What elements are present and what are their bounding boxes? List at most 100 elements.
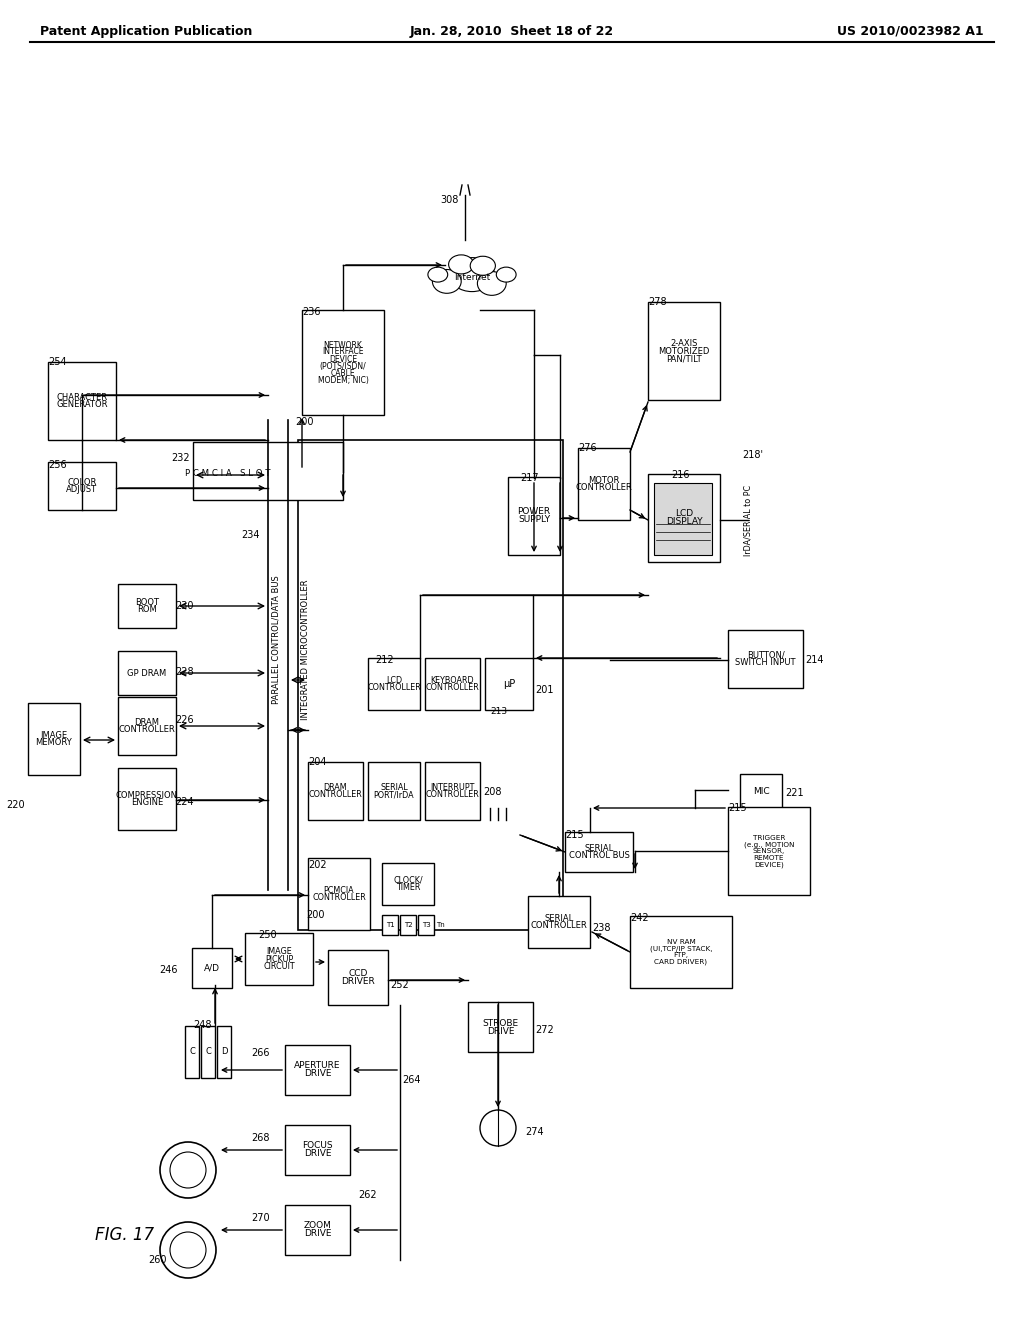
Text: (POTS/ISDN/: (POTS/ISDN/ [319,362,367,371]
Text: Internet: Internet [454,273,490,282]
Text: GENERATOR: GENERATOR [56,400,108,409]
Text: 208: 208 [483,787,502,797]
Text: CARD DRIVER): CARD DRIVER) [654,958,708,965]
Text: SERIAL: SERIAL [545,913,573,923]
Text: 234: 234 [242,531,260,540]
Text: 220: 220 [6,800,25,810]
FancyBboxPatch shape [285,1125,350,1175]
Text: STROBE: STROBE [482,1019,518,1027]
Text: INTERRUPT: INTERRUPT [430,783,475,792]
Text: TRIGGER: TRIGGER [753,834,785,841]
Text: IMAGE: IMAGE [40,731,68,739]
FancyBboxPatch shape [728,630,803,688]
Text: APERTURE: APERTURE [294,1061,341,1071]
Text: 260: 260 [148,1255,167,1265]
Text: MIC: MIC [753,787,769,796]
Text: CONTROLLER: CONTROLLER [312,894,366,902]
Text: 264: 264 [402,1074,421,1085]
Text: 230: 230 [175,601,194,611]
Text: 266: 266 [252,1048,270,1059]
Text: US 2010/0023982 A1: US 2010/0023982 A1 [838,25,984,38]
FancyBboxPatch shape [302,310,384,414]
Text: PICKUP: PICKUP [265,954,293,964]
Text: 200: 200 [306,909,325,920]
FancyBboxPatch shape [630,916,732,987]
FancyBboxPatch shape [565,832,633,873]
Text: 228: 228 [175,667,194,677]
Text: SWITCH INPUT: SWITCH INPUT [735,659,796,667]
Text: DEVICE): DEVICE) [754,861,784,867]
FancyBboxPatch shape [654,483,712,554]
FancyBboxPatch shape [118,768,176,830]
FancyBboxPatch shape [485,657,534,710]
Text: (e.g., MOTION: (e.g., MOTION [743,841,795,847]
FancyBboxPatch shape [425,657,480,710]
FancyBboxPatch shape [425,762,480,820]
FancyBboxPatch shape [185,1026,199,1078]
Text: 262: 262 [358,1191,377,1200]
FancyBboxPatch shape [28,704,80,775]
Text: CONTROL BUS: CONTROL BUS [568,851,630,861]
Text: 204: 204 [308,756,327,767]
Text: CIRCUIT: CIRCUIT [263,962,295,970]
Text: PARALLEL CONTROL/DATA BUS: PARALLEL CONTROL/DATA BUS [271,576,281,705]
Text: BOOT: BOOT [135,598,159,607]
FancyBboxPatch shape [648,302,720,400]
FancyBboxPatch shape [285,1045,350,1096]
Text: 272: 272 [535,1026,554,1035]
Text: Patent Application Publication: Patent Application Publication [40,25,252,38]
Text: CONTROLLER: CONTROLLER [308,791,362,799]
Text: SERIAL: SERIAL [585,843,613,853]
Text: DRIVER: DRIVER [341,977,375,986]
Text: T1: T1 [386,921,394,928]
Text: 202: 202 [308,861,327,870]
FancyBboxPatch shape [648,474,720,562]
Ellipse shape [470,256,496,276]
FancyBboxPatch shape [118,583,176,628]
Text: SENSOR,: SENSOR, [753,847,785,854]
Text: DRAM: DRAM [324,783,347,792]
Text: 217: 217 [520,473,540,483]
Text: DISPLAY: DISPLAY [666,517,702,527]
Text: ENGINE: ENGINE [131,799,163,808]
Text: 246: 246 [160,965,178,975]
Text: 250: 250 [259,931,278,940]
FancyBboxPatch shape [298,440,563,931]
Text: 214: 214 [805,655,823,665]
FancyBboxPatch shape [118,697,176,755]
Text: DRIVE: DRIVE [486,1027,514,1035]
FancyBboxPatch shape [328,950,388,1005]
Text: ROM: ROM [137,606,157,614]
Text: 215: 215 [728,803,746,813]
Text: 308: 308 [440,195,459,205]
Text: LCD: LCD [386,676,402,685]
Text: 252: 252 [390,979,409,990]
Text: 221: 221 [785,788,804,799]
FancyBboxPatch shape [48,362,116,440]
FancyBboxPatch shape [382,863,434,906]
Text: 224: 224 [175,797,194,807]
Text: PORT/IrDA: PORT/IrDA [374,791,415,799]
Text: CHARACTER: CHARACTER [56,393,108,401]
Text: CONTROLLER: CONTROLLER [368,684,421,692]
Text: A/D: A/D [204,964,220,973]
Text: MOTOR: MOTOR [589,475,620,484]
Text: CONTROLLER: CONTROLLER [426,684,479,692]
FancyBboxPatch shape [308,858,370,931]
Ellipse shape [477,272,506,296]
Text: 232: 232 [171,453,190,463]
Text: (UI,TCP/IP STACK,: (UI,TCP/IP STACK, [650,945,713,952]
Text: 218': 218' [742,450,763,459]
Text: DRIVE: DRIVE [304,1229,331,1238]
Text: ZOOM: ZOOM [303,1221,332,1230]
Text: INTEGRATED MICROCONTROLLER: INTEGRATED MICROCONTROLLER [301,579,310,721]
Text: CCD: CCD [348,969,368,978]
Text: 212: 212 [375,655,393,665]
FancyBboxPatch shape [368,657,420,710]
Text: CABLE: CABLE [331,368,355,378]
FancyBboxPatch shape [382,915,398,935]
Text: CONTROLLER: CONTROLLER [530,921,588,931]
Ellipse shape [497,267,516,282]
Text: 270: 270 [251,1213,270,1224]
Text: CLOCK/: CLOCK/ [393,876,423,884]
